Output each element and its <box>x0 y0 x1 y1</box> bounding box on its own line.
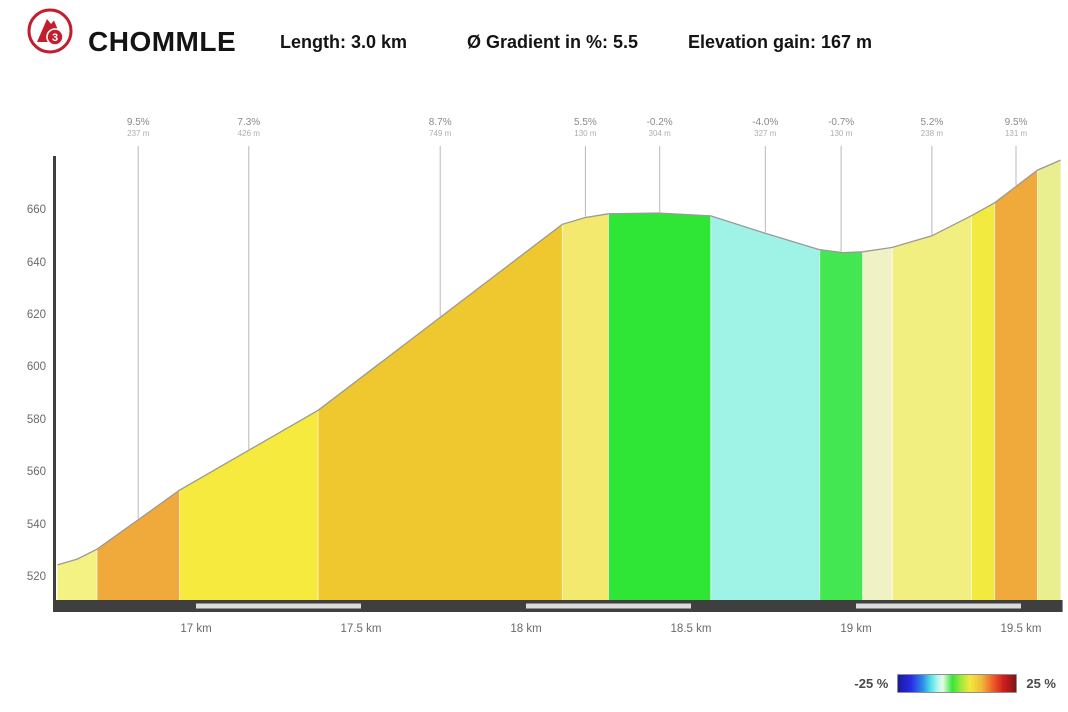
legend-min-label: -25 % <box>854 676 889 691</box>
segment-length: 304 m <box>648 128 671 138</box>
segment-area <box>1037 160 1061 601</box>
segment-area <box>971 202 995 602</box>
gradient-label: 9.5% 131 m <box>1005 117 1028 138</box>
y-axis-tick-label: 640 <box>26 256 46 269</box>
gradient-percent: 5.2% <box>920 117 944 128</box>
segment-length: 426 m <box>237 128 260 138</box>
climb-category-3-icon: 3 <box>27 8 73 54</box>
gradient-percent: -0.2% <box>646 117 673 128</box>
gradient-label: -0.7% 130 m <box>828 117 854 138</box>
profile-line <box>57 159 1061 566</box>
segment-area <box>57 549 97 601</box>
gradient-percent: 7.3% <box>237 117 261 128</box>
y-axis-tick-label: 540 <box>26 518 46 531</box>
segment-area <box>892 215 972 601</box>
segment-length: 749 m <box>429 128 452 138</box>
y-axis-tick-label: 560 <box>26 466 46 479</box>
gradient-percent: 5.5% <box>573 117 597 128</box>
gradient-label: 5.5% 130 m <box>574 117 597 138</box>
y-axis-tick-label: 520 <box>26 571 46 583</box>
gradient-label: 8.7% 749 m <box>429 117 452 138</box>
segment-length: 238 m <box>920 128 944 138</box>
gradient-label: 5.2% 238 m <box>920 117 943 138</box>
gradient-percent: 9.5% <box>126 117 150 128</box>
ruler-stripe <box>196 603 361 609</box>
stat-average-gradient: Ø Gradient in %: 5.5 <box>467 32 639 52</box>
gradient-percent: 9.5% <box>1004 117 1028 128</box>
y-axis-tick-label: 620 <box>26 309 46 321</box>
x-axis-tick-label: 19.5 km <box>1000 623 1042 635</box>
header: 3 CHOMMLE Length: 3.0 km Ø Gradient in %… <box>0 0 1068 90</box>
gradient-label: 9.5% 237 m <box>127 117 150 138</box>
segment-length: 130 m <box>830 128 853 138</box>
y-axis-spine <box>53 156 56 612</box>
segment-length: 327 m <box>754 128 777 138</box>
x-axis-tick-label: 17 km <box>180 623 212 635</box>
climb-title: CHOMMLE <box>88 26 237 57</box>
gradient-percent: 8.7% <box>428 117 452 128</box>
category-number: 3 <box>52 32 58 44</box>
x-axis-tick-label: 17.5 km <box>340 623 382 635</box>
segment-area <box>562 213 609 602</box>
segment-area <box>710 215 820 601</box>
ruler-stripe <box>856 603 1021 609</box>
gradient-percent: -0.7% <box>828 117 855 128</box>
segment-length: 237 m <box>127 128 150 138</box>
segment-length: 131 m <box>1004 128 1028 138</box>
y-axis-tick-label: 600 <box>26 361 46 374</box>
ruler-stripe <box>526 603 691 609</box>
segment-area <box>97 490 180 601</box>
stat-length: Length: 3.0 km <box>280 32 408 52</box>
segment-area <box>819 249 863 601</box>
gradient-color-legend: -25 % 25 % <box>854 674 1056 693</box>
gradient-label: -4.0% 327 m <box>752 117 778 138</box>
segment-area <box>994 170 1038 601</box>
y-axis-tick-label: 660 <box>26 204 46 217</box>
segment-length: 130 m <box>574 128 597 138</box>
stat-elevation-gain: Elevation gain: 167 m <box>688 32 873 52</box>
legend-max-label: 25 % <box>1026 676 1056 691</box>
gradient-percent: -4.0% <box>752 117 779 128</box>
x-axis-tick-label: 19 km <box>840 623 872 635</box>
gradient-label: 7.3% 426 m <box>237 117 260 138</box>
segment-area <box>862 247 893 601</box>
x-axis-tick-label: 18 km <box>510 623 542 635</box>
segment-area <box>608 213 711 601</box>
segment-area <box>318 224 563 602</box>
gradient-label: -0.2% 304 m <box>647 117 673 138</box>
legend-gradient-bar <box>897 674 1018 693</box>
y-axis-tick-label: 580 <box>26 413 46 426</box>
segment-area <box>179 410 319 601</box>
x-axis-tick-label: 18.5 km <box>670 623 712 635</box>
